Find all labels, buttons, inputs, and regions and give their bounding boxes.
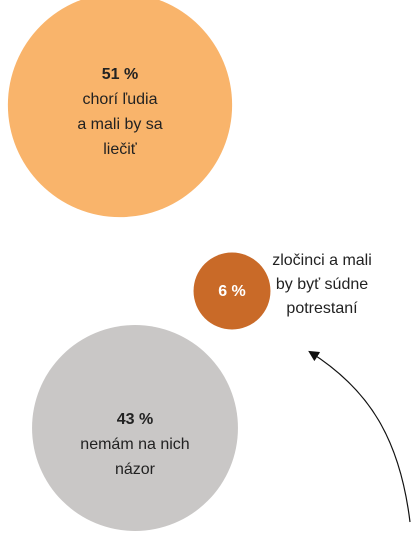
value-label: 51 %: [102, 66, 138, 83]
value-label: 6 %: [218, 283, 246, 300]
category-label: a mali by sa: [77, 116, 162, 133]
value-label: 43 %: [117, 411, 153, 428]
bubble: [7, 0, 233, 218]
category-label: liečiť: [103, 141, 138, 158]
category-label: potrestaní: [286, 300, 358, 317]
bubble: [32, 325, 238, 531]
category-label: by byť súdne: [276, 276, 368, 293]
bubble: [193, 252, 271, 330]
arrow: [308, 350, 411, 523]
category-label: zločinci a mali: [272, 252, 372, 269]
category-label: nemám na nich: [80, 436, 189, 453]
category-label: chorí ľudia: [83, 91, 158, 108]
category-label: názor: [115, 461, 156, 478]
